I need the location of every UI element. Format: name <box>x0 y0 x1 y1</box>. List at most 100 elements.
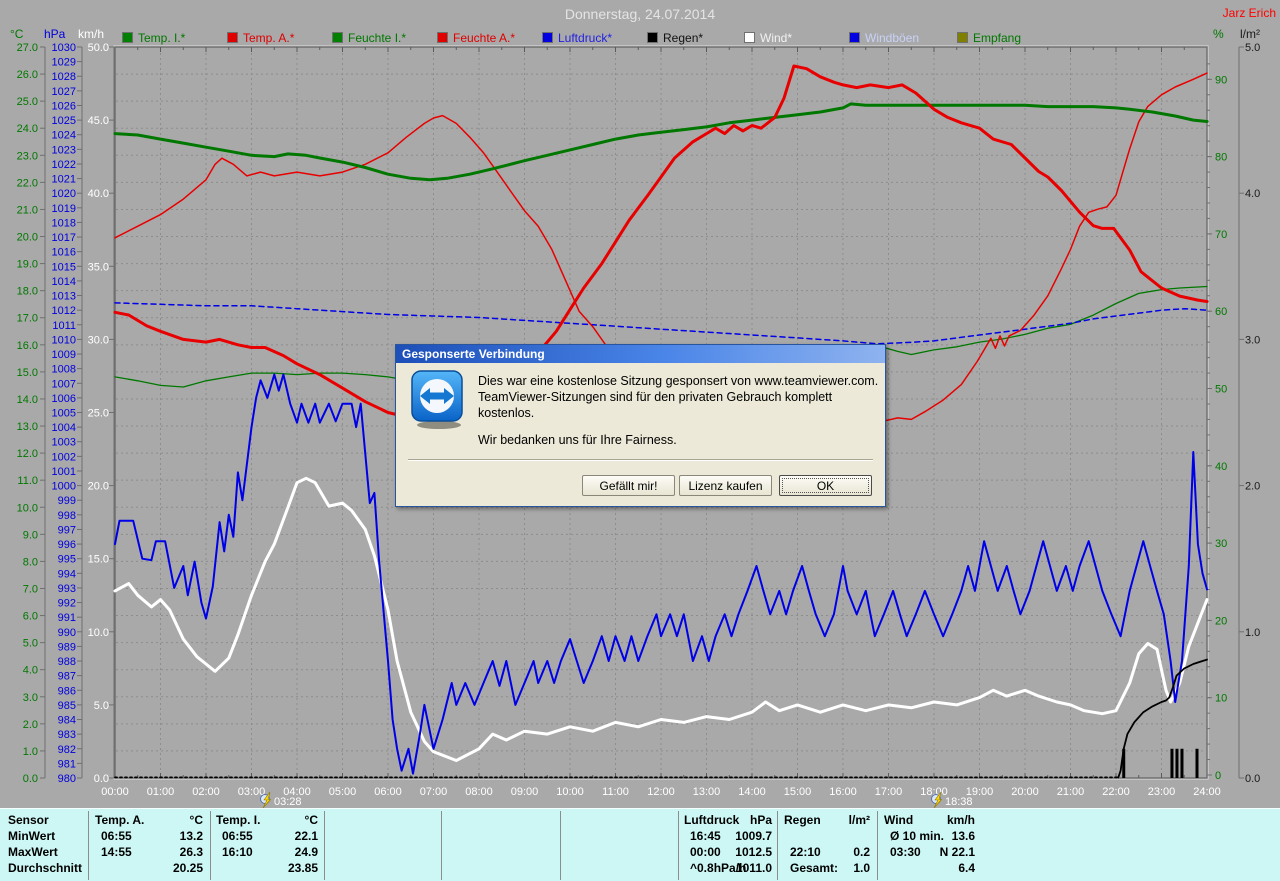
legend-item-luftdruck[interactable]: Luftdruck* <box>542 31 613 45</box>
legend-item-feuchte-a[interactable]: Feuchte A.* <box>437 31 515 45</box>
svg-text:1008: 1008 <box>52 364 76 376</box>
legend-item-temp-a[interactable]: Temp. A.* <box>227 31 295 45</box>
dialog-message: Dies war eine kostenlose Sitzung gespons… <box>478 373 885 448</box>
svg-text:13.0: 13.0 <box>17 421 38 433</box>
like-button[interactable]: Gefällt mir! <box>582 475 675 496</box>
svg-text:1029: 1029 <box>52 57 76 69</box>
table-unit-temp-i: °C <box>304 813 318 827</box>
dialog-line-3: Wir bedanken uns für Ihre Fairness. <box>478 433 677 447</box>
unit-label-percent: % <box>1213 27 1224 41</box>
table-divider <box>324 811 325 880</box>
svg-text:989: 989 <box>58 641 76 653</box>
series-luftdruck <box>114 302 1208 345</box>
svg-text:1006: 1006 <box>52 393 76 405</box>
svg-text:17:00: 17:00 <box>875 786 903 798</box>
svg-text:987: 987 <box>58 671 76 683</box>
svg-text:1027: 1027 <box>52 86 76 98</box>
svg-text:3.0: 3.0 <box>23 692 38 704</box>
legend-item-feuchte-i[interactable]: Feuchte I.* <box>332 31 406 45</box>
svg-text:26.0: 26.0 <box>17 69 38 81</box>
legend-item-windb-en[interactable]: Windböen <box>849 31 919 45</box>
legend-item-temp-i[interactable]: Temp. I.* <box>122 31 186 45</box>
axis-tempC: 0.0 1.0 2.0 3.0 4.0 5.0 6.0 7.0 8.0 9.0 10.0 11.0 12… <box>17 42 46 785</box>
legend-label: Temp. A.* <box>243 31 295 45</box>
buy-license-button[interactable]: Lizenz kaufen <box>679 475 772 496</box>
svg-text:0.0: 0.0 <box>94 773 109 785</box>
svg-text:1011: 1011 <box>52 320 76 332</box>
svg-text:01:00: 01:00 <box>147 786 175 798</box>
teamviewer-dialog: Gesponserte Verbindung Dies war eine kos… <box>395 344 886 507</box>
svg-text:13:00: 13:00 <box>693 786 721 798</box>
legend-color-swatch <box>122 32 133 43</box>
svg-text:05:00: 05:00 <box>329 786 357 798</box>
svg-text:22:00: 22:00 <box>1102 786 1130 798</box>
svg-text:80: 80 <box>1215 152 1227 164</box>
svg-text:1012: 1012 <box>52 305 76 317</box>
svg-text:15:00: 15:00 <box>784 786 812 798</box>
svg-text:08:00: 08:00 <box>465 786 493 798</box>
dialog-line-1: Dies war eine kostenlose Sitzung gespons… <box>478 374 879 388</box>
table-time-regen: Gesamt: <box>790 861 839 875</box>
table-header-luftdruck: Luftdruck <box>684 813 740 827</box>
svg-text:981: 981 <box>58 758 76 770</box>
svg-text:24.0: 24.0 <box>17 123 38 135</box>
table-header-regen: Regen <box>784 813 821 827</box>
table-divider <box>678 811 679 880</box>
svg-text:1000: 1000 <box>52 481 76 493</box>
svg-text:997: 997 <box>58 524 76 536</box>
svg-text:03:00: 03:00 <box>238 786 266 798</box>
table-time-luftdruck: 00:00 <box>690 845 721 859</box>
legend-color-swatch <box>744 32 755 43</box>
svg-text:3.0: 3.0 <box>1245 334 1260 346</box>
svg-text:1014: 1014 <box>52 276 76 288</box>
percent-minor-ticks <box>1207 63 1210 761</box>
svg-text:1007: 1007 <box>52 378 76 390</box>
ok-button[interactable]: OK <box>779 475 872 496</box>
svg-text:02:00: 02:00 <box>192 786 220 798</box>
table-header-temp-a: Temp. A. <box>95 813 145 827</box>
legend-label: Luftdruck* <box>558 31 613 45</box>
svg-text:1004: 1004 <box>52 422 76 434</box>
svg-text:20:00: 20:00 <box>1011 786 1039 798</box>
svg-text:40.0: 40.0 <box>88 188 109 200</box>
svg-text:1010: 1010 <box>52 334 76 346</box>
svg-text:21:00: 21:00 <box>1057 786 1085 798</box>
svg-text:988: 988 <box>58 656 76 668</box>
svg-text:1015: 1015 <box>52 261 76 273</box>
legend-item-wind[interactable]: Wind* <box>744 31 792 45</box>
svg-text:50: 50 <box>1215 384 1227 396</box>
svg-text:4.0: 4.0 <box>23 665 38 677</box>
table-divider <box>777 811 778 880</box>
svg-text:980: 980 <box>58 773 76 785</box>
legend-label: Temp. I.* <box>138 31 186 45</box>
svg-text:991: 991 <box>58 612 76 624</box>
svg-text:15.0: 15.0 <box>88 554 109 566</box>
series-wind <box>113 476 1209 762</box>
svg-text:11.0: 11.0 <box>17 475 38 487</box>
dialog-titlebar[interactable]: Gesponserte Verbindung <box>396 345 885 363</box>
table-time-regen: 22:10 <box>790 845 821 859</box>
svg-text:10:00: 10:00 <box>556 786 584 798</box>
svg-text:03:28: 03:28 <box>274 796 302 808</box>
svg-text:14:00: 14:00 <box>738 786 766 798</box>
svg-text:10.0: 10.0 <box>17 502 38 514</box>
svg-text:27.0: 27.0 <box>17 42 38 54</box>
legend-item-regen[interactable]: Regen* <box>647 31 703 45</box>
table-time-temp-i: 16:10 <box>222 845 253 859</box>
table-time-luftdruck: ^0.8hPa/h <box>690 861 747 875</box>
svg-text:00:00: 00:00 <box>101 786 129 798</box>
table-time-luftdruck: 16:45 <box>690 829 721 843</box>
table-value-temp-i: 24.9 <box>294 845 318 859</box>
axis-pct: 0 10 20 30 40 50 60 70 80 90 <box>1206 47 1227 782</box>
teamviewer-icon <box>411 370 463 429</box>
svg-text:985: 985 <box>58 700 76 712</box>
legend-item-empfang[interactable]: Empfang <box>957 31 1021 45</box>
table-divider <box>210 811 211 880</box>
unit-label-lm2: l/m² <box>1240 27 1260 41</box>
table-value-luftdruck: 1012.5 <box>735 845 772 859</box>
legend-color-swatch <box>647 32 658 43</box>
legend-color-swatch <box>542 32 553 43</box>
svg-text:20.0: 20.0 <box>17 232 38 244</box>
svg-text:5.0: 5.0 <box>94 700 109 712</box>
table-time-temp-i: 06:55 <box>222 829 253 843</box>
